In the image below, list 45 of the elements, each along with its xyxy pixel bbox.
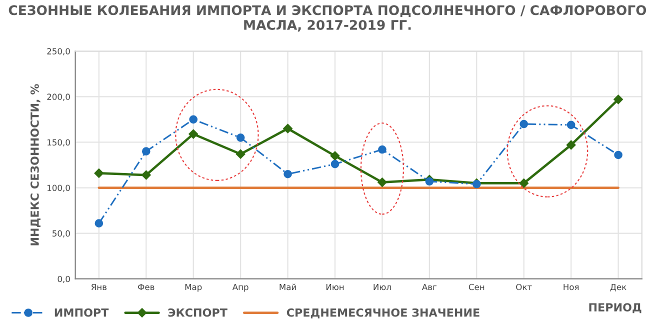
x-tick-label: Июн <box>326 284 344 290</box>
x-tick-label: Апр <box>232 284 248 292</box>
point <box>189 115 198 124</box>
y-tick-label: 100,0 <box>48 184 70 192</box>
point <box>566 140 576 150</box>
point <box>330 151 340 161</box>
legend-label: СРЕДНЕМЕСЯЧНОЕ ЗНАЧЕНИЕ <box>286 308 480 318</box>
x-tick-label: Июл <box>374 284 391 290</box>
point <box>94 168 104 178</box>
point <box>520 120 528 128</box>
point <box>236 149 246 159</box>
x-tick-label: Фев <box>138 284 154 290</box>
x-axis-title: ПЕРИОД <box>589 303 642 314</box>
x-tick-label: Авг <box>422 284 437 290</box>
x-tick-label: Сен <box>468 284 484 290</box>
point <box>142 147 150 156</box>
point <box>188 129 198 139</box>
x-tick-label: Май <box>280 284 296 290</box>
point <box>378 178 387 187</box>
legend-label: ЭКСПОРТ <box>168 308 228 317</box>
point <box>330 160 340 168</box>
point <box>283 124 292 134</box>
point <box>142 170 151 180</box>
y-tick-label: 0,0 <box>58 276 70 283</box>
point <box>425 177 434 186</box>
x-tick-label: Дек <box>610 284 626 292</box>
point <box>94 219 104 228</box>
x-tick-label: Янв <box>91 284 107 290</box>
x-tick-label: Мар <box>185 284 202 292</box>
point <box>614 94 623 104</box>
point <box>284 170 292 178</box>
point <box>378 145 386 154</box>
y-tick-label: 150,0 <box>48 139 70 146</box>
point <box>519 178 528 188</box>
y-tick-label: 200,0 <box>47 94 70 101</box>
chart-title: СЕЗОННЫЕ КОЛЕБАНИЯ ИМПОРТА И ЭКСПОРТА ПОДСОЛНЕЧНОГО / САФЛОРОВОГО МАСЛА, 2017-2019 ГГ. <box>8 5 646 32</box>
y-tick-label: 50,0 <box>52 230 70 238</box>
x-tick-label: Ноя <box>564 284 579 290</box>
y-tick-label: 250,0 <box>47 48 70 56</box>
point <box>566 120 576 130</box>
point <box>614 150 622 160</box>
x-tick-label: Окт <box>516 284 532 290</box>
point <box>236 134 245 142</box>
y-axis-title: ИНДЕКС СЕЗОННОСТИ, % <box>30 84 40 246</box>
legend-label: ИМПОРТ <box>54 308 109 317</box>
